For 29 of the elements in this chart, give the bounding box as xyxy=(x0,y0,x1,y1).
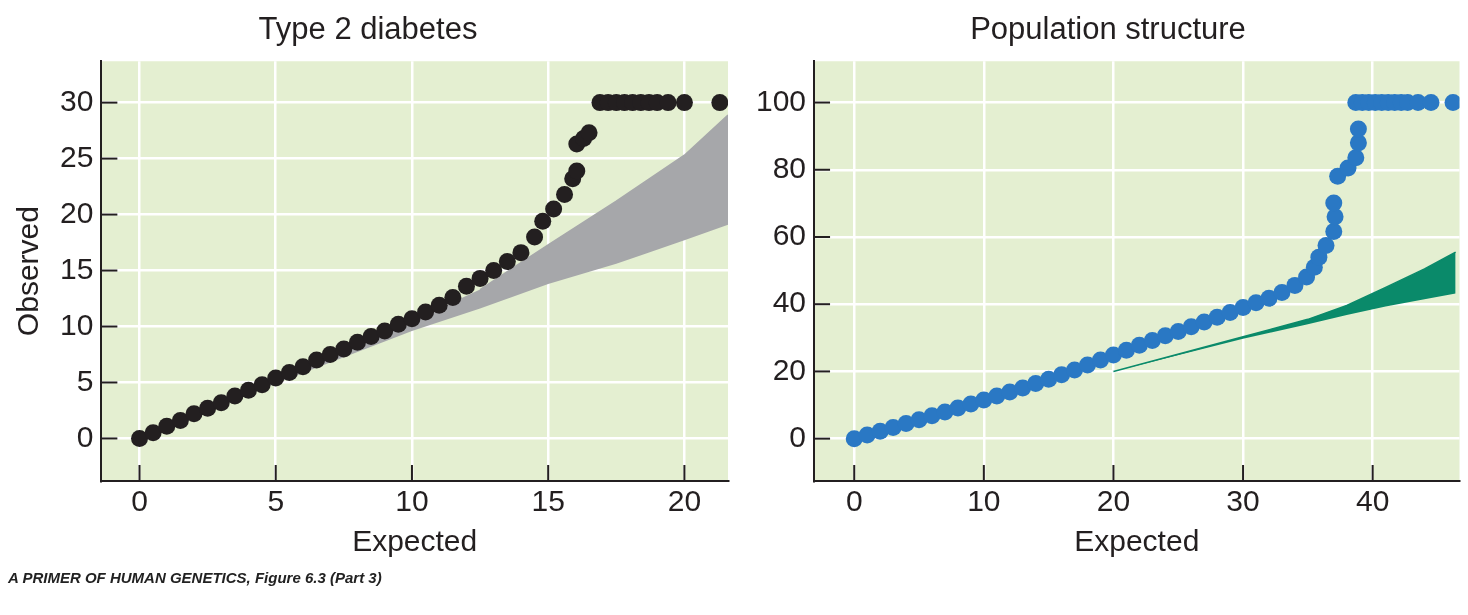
text: A PRIMER OF HUMAN GENETICS, Figure 6.3 (Part 3) xyxy=(8,569,382,586)
x-tick-label: 40 xyxy=(1355,484,1390,518)
y-tick-label: 0 xyxy=(789,419,807,453)
x-tick-label: 20 xyxy=(667,484,702,518)
y-tick-label: 0 xyxy=(76,419,94,453)
x-tick-label: 5 xyxy=(267,484,285,518)
chart-title: Population structure xyxy=(970,11,1246,47)
y-tick-label: 40 xyxy=(772,285,807,319)
y-tick-label: 20 xyxy=(772,352,807,386)
x-axis-title: Expected xyxy=(352,524,478,558)
x-tick-label: 15 xyxy=(531,484,565,518)
y-axis-title: Observed xyxy=(11,206,45,337)
y-tick-label: 10 xyxy=(59,307,94,341)
x-tick-label: 30 xyxy=(1226,484,1260,518)
y-tick-label: 20 xyxy=(59,195,94,229)
x-tick-label: 10 xyxy=(395,484,429,518)
y-tick-label: 30 xyxy=(59,83,94,117)
y-tick-label: 80 xyxy=(772,151,807,185)
y-tick-label: 60 xyxy=(772,218,807,252)
y-tick-label: 25 xyxy=(59,139,94,173)
x-axis-title: Expected xyxy=(1074,524,1200,558)
y-tick-label: 5 xyxy=(76,363,94,397)
y-tick-label: 100 xyxy=(755,83,807,117)
chart-title: Type 2 diabetes xyxy=(258,11,478,47)
x-tick-label: 0 xyxy=(845,484,863,518)
x-tick-label: 20 xyxy=(1096,484,1131,518)
y-tick-label: 15 xyxy=(59,251,94,285)
x-tick-label: 0 xyxy=(131,484,148,518)
x-tick-label: 10 xyxy=(967,484,1001,518)
